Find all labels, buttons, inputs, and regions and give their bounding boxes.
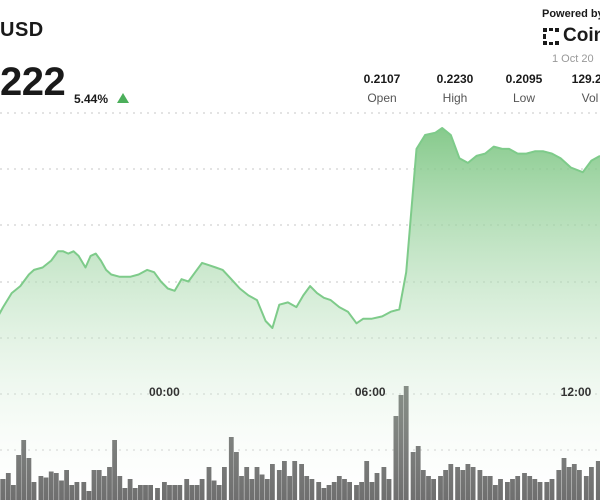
stat-open-label: Open [367, 91, 397, 105]
stat-low-label: Low [512, 91, 535, 105]
price-area [0, 128, 600, 500]
x-axis-labels: 00:00 06:00 12:00 [149, 385, 592, 399]
stat-high: 0.2230 High [425, 72, 485, 105]
stat-open-value: 0.2107 [363, 72, 401, 86]
date-label: 1 Oct 20 [552, 53, 594, 65]
pair-title: USD [0, 19, 44, 41]
stat-volume-label: Vol [581, 91, 599, 105]
x-tick-label-2: 12:00 [561, 385, 592, 399]
stat-high-label: High [442, 91, 468, 105]
x-tick-label-0: 00:00 [149, 385, 180, 399]
stat-volume: 129.28 Vol [560, 72, 600, 105]
brand-logo-icon [543, 28, 559, 45]
stat-volume-value: 129.28 [571, 72, 600, 86]
stat-low: 0.2095 Low [494, 72, 554, 105]
up-arrow-icon [117, 93, 129, 103]
stat-open: 0.2107 Open [352, 72, 412, 105]
stat-high-value: 0.2230 [436, 72, 474, 86]
x-tick-label-1: 06:00 [355, 385, 386, 399]
price-line [0, 127, 600, 329]
brand-name: Coin [563, 25, 600, 46]
stat-low-value: 0.2095 [505, 72, 543, 86]
price-change-percent: 5.44% [74, 92, 109, 106]
powered-by-label: Powered by [542, 8, 600, 20]
current-price: 222 [0, 60, 66, 104]
